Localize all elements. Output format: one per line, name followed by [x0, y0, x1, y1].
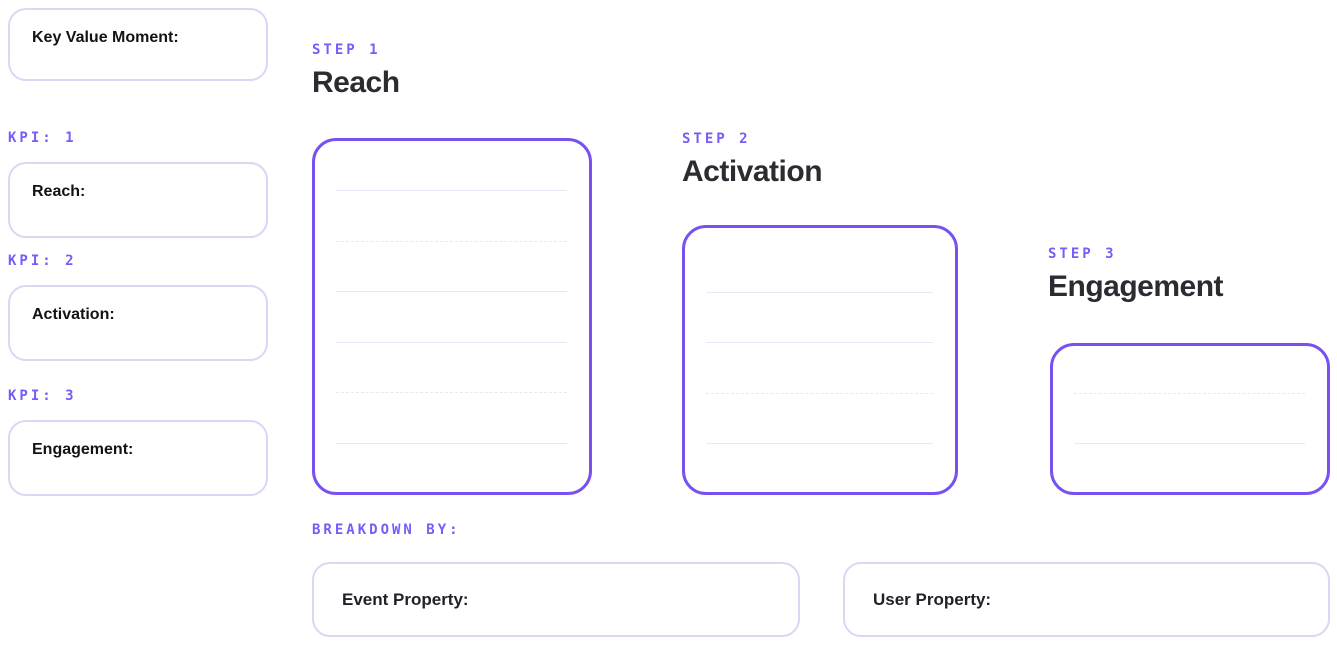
step-3-title: Engagement [1048, 270, 1224, 303]
kpi-2-activation-box[interactable]: Activation: [8, 285, 268, 361]
ruled-line [336, 291, 567, 292]
step-3-tag: STEP 3 [1048, 246, 1117, 262]
ruled-line [706, 392, 933, 394]
kpi-1-reach-label: Reach: [32, 183, 86, 200]
step-3-engagement-box[interactable] [1050, 343, 1330, 495]
kpi-3-engagement-box[interactable]: Engagement: [8, 420, 268, 496]
event-property-box[interactable]: Event Property: [312, 562, 800, 637]
step-2-tag: STEP 2 [682, 131, 751, 147]
ruled-line [336, 442, 567, 444]
kpi-3-engagement-label: Engagement: [32, 441, 134, 458]
user-property-label: User Property: [873, 589, 992, 609]
kpi-2-activation-label: Activation: [32, 306, 115, 323]
ruled-line [336, 392, 567, 393]
step-2-title: Activation [682, 155, 823, 188]
breakdown-by-tag: BREAKDOWN BY: [312, 522, 461, 538]
key-value-moment-label: Key Value Moment: [32, 29, 179, 46]
step-1-reach-box[interactable] [312, 138, 592, 495]
kpi-2-tag: KPI: 2 [8, 253, 77, 269]
ruled-line [1074, 443, 1305, 444]
step-1-title: Reach [312, 66, 400, 99]
kpi-1-tag: KPI: 1 [8, 130, 77, 146]
ruled-line [706, 342, 933, 344]
ruled-line [706, 292, 933, 293]
ruled-line [336, 341, 567, 343]
ruled-line [336, 240, 567, 242]
step-1-tag: STEP 1 [312, 42, 381, 58]
ruled-line [336, 190, 567, 191]
ruled-line [1074, 393, 1305, 394]
kpi-3-tag: KPI: 3 [8, 388, 77, 404]
kpi-1-reach-box[interactable]: Reach: [8, 162, 268, 238]
user-property-box[interactable]: User Property: [843, 562, 1330, 637]
key-value-moment-box[interactable]: Key Value Moment: [8, 8, 268, 81]
ruled-line [706, 442, 933, 444]
event-property-label: Event Property: [342, 589, 469, 609]
step-2-activation-box[interactable] [682, 225, 958, 495]
